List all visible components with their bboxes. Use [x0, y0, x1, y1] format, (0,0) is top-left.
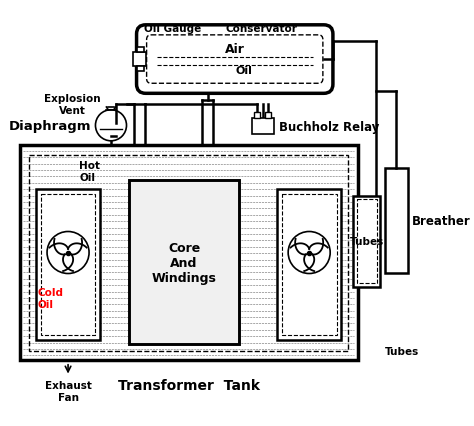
Bar — [137, 67, 144, 72]
Bar — [252, 119, 273, 135]
Text: Cold
Oil: Cold Oil — [38, 287, 64, 309]
Bar — [255, 113, 260, 119]
Text: Transformer  Tank: Transformer Tank — [118, 378, 260, 392]
Text: Air: Air — [225, 43, 245, 55]
Text: Electrical
Deck: Electrical Deck — [208, 171, 361, 303]
Text: Hot
Oil: Hot Oil — [79, 161, 100, 182]
Text: Core
And
Windings: Core And Windings — [152, 241, 217, 284]
Text: Oil: Oil — [236, 66, 252, 76]
Bar — [129, 181, 239, 345]
Text: Diaphragm: Diaphragm — [9, 120, 91, 132]
Bar — [282, 194, 337, 336]
Text: Conservator: Conservator — [226, 24, 297, 35]
Bar — [41, 194, 95, 336]
Text: Breather: Breather — [411, 215, 470, 227]
FancyBboxPatch shape — [146, 36, 323, 84]
Bar — [277, 190, 341, 340]
Bar — [36, 190, 100, 340]
Bar — [385, 169, 408, 273]
Text: Tubes: Tubes — [350, 237, 384, 247]
Text: Tubes: Tubes — [385, 346, 419, 356]
Bar — [133, 53, 146, 67]
Bar — [29, 155, 348, 351]
Text: Oil Gauge: Oil Gauge — [145, 24, 202, 35]
Text: Buchholz Relay: Buchholz Relay — [279, 121, 379, 133]
FancyBboxPatch shape — [137, 26, 333, 94]
Bar — [137, 48, 144, 53]
Text: Explosion
Vent: Explosion Vent — [44, 94, 101, 116]
Bar — [356, 200, 377, 284]
Bar — [19, 146, 357, 360]
Bar — [353, 196, 381, 287]
Bar — [265, 113, 271, 119]
Text: Exhaust
Fan: Exhaust Fan — [45, 380, 91, 402]
